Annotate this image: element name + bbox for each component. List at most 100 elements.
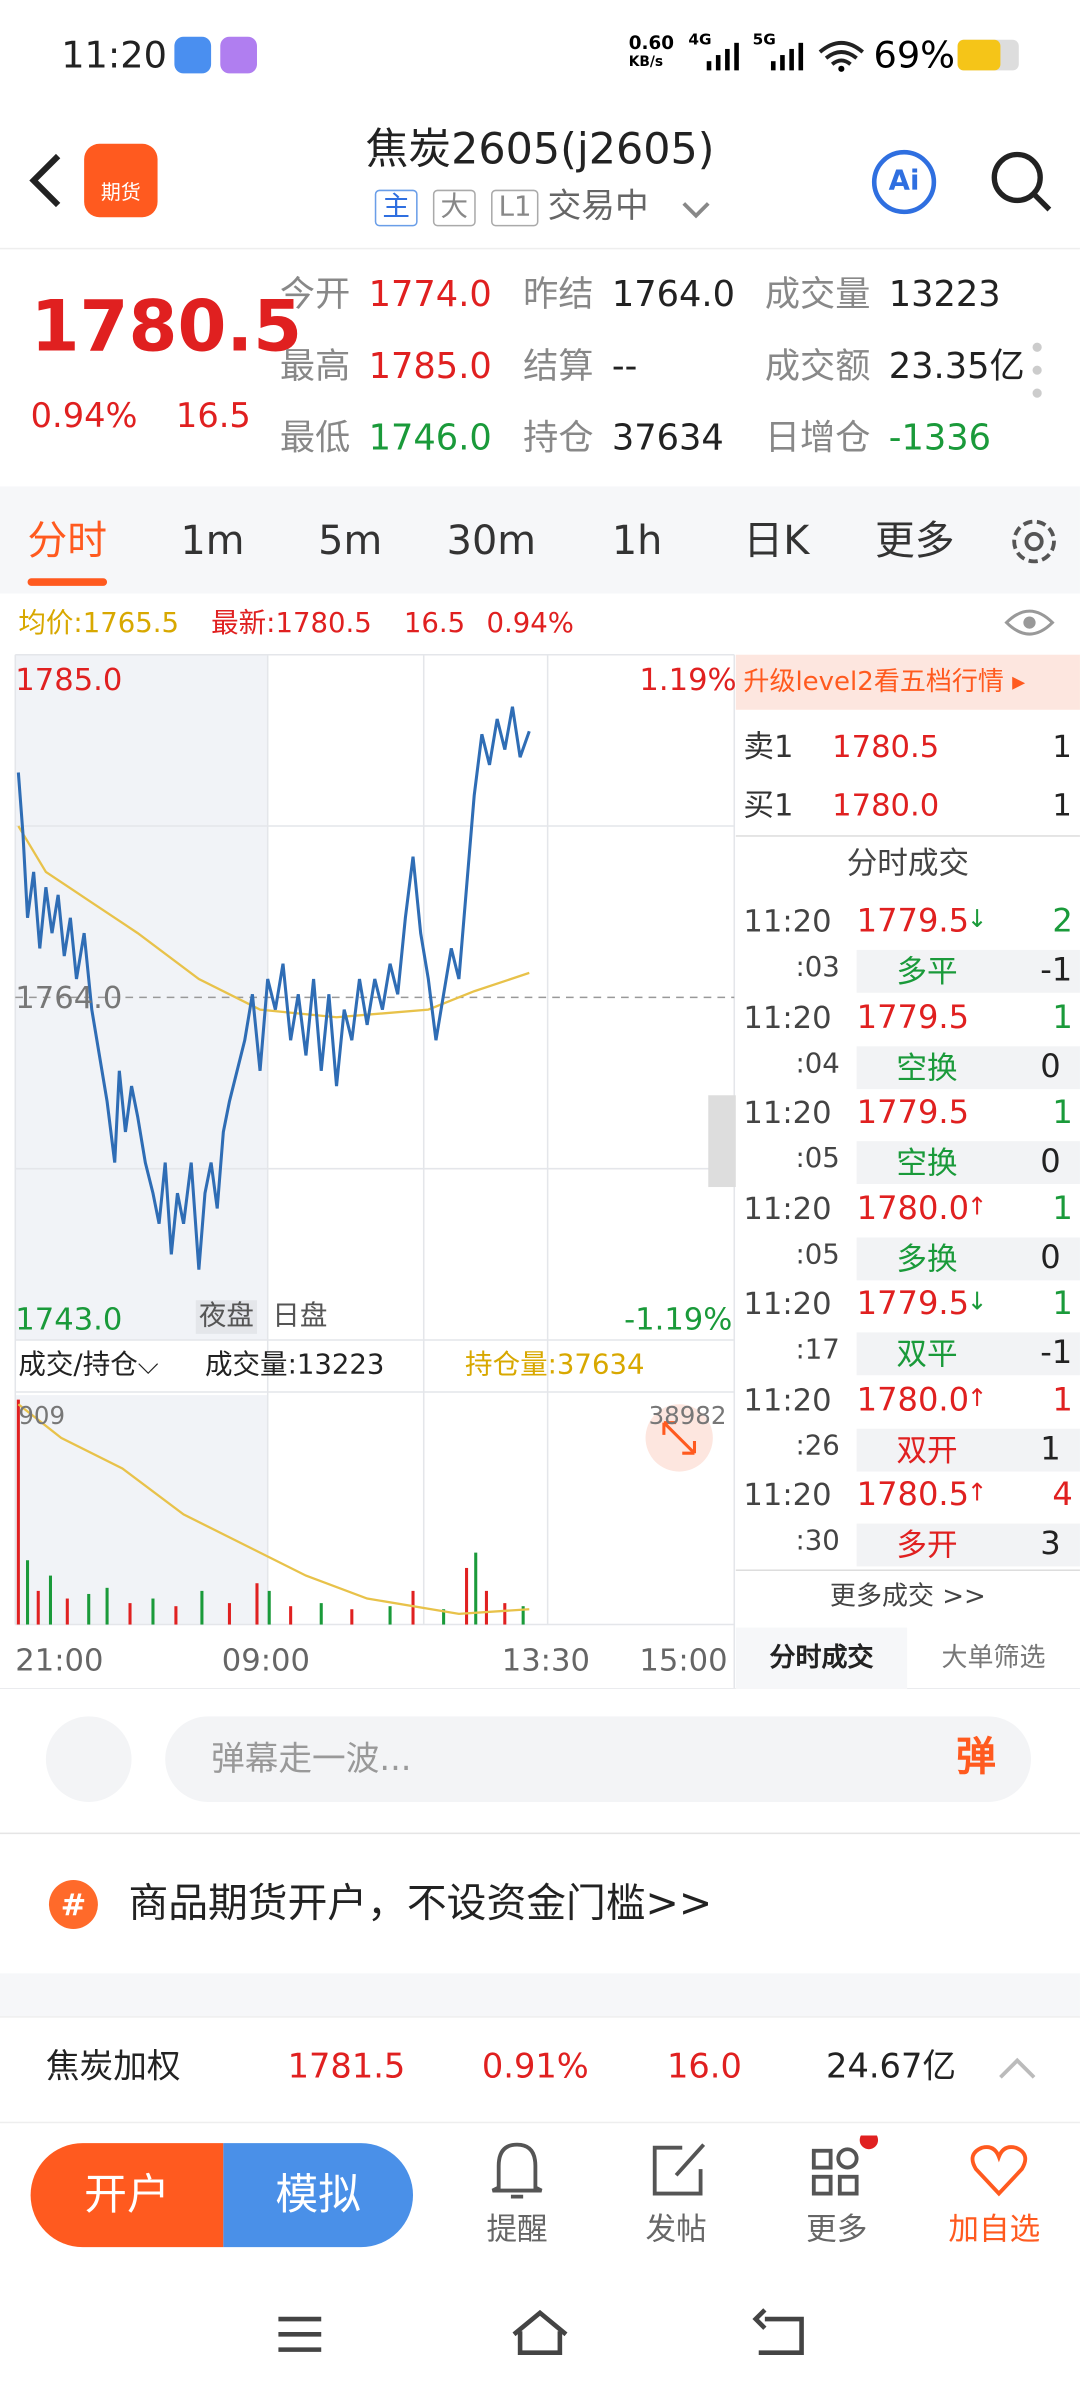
- oi-line: [17, 1403, 530, 1615]
- chart-low-pct: -1.19%: [624, 1300, 733, 1337]
- trade-oi: 1: [1040, 1429, 1061, 1467]
- divider: [0, 247, 1080, 250]
- chart-mid: 1764.0: [15, 979, 123, 1016]
- latest-change: 16.5: [403, 607, 466, 640]
- action-label[interactable]: 更多: [806, 2210, 868, 2248]
- eye-icon[interactable]: [1003, 606, 1055, 640]
- trade-oi: -1: [1040, 1333, 1073, 1371]
- x-label: 15:00: [639, 1641, 728, 1679]
- trade-dir: ↓: [966, 1286, 988, 1316]
- trade-time: 11:20: [743, 1284, 832, 1322]
- trade-type: 空换: [896, 1048, 958, 1086]
- settings-icon[interactable]: [1007, 514, 1062, 569]
- index-bar[interactable]: [0, 2016, 1080, 2124]
- book-qty: 1: [1052, 786, 1072, 823]
- field-value: 1785.0: [368, 347, 492, 388]
- tab[interactable]: 更多: [874, 518, 955, 565]
- more-trades[interactable]: 更多成交 >>: [829, 1581, 986, 1613]
- trade-type-bg: [856, 1141, 1080, 1184]
- divider: [735, 1569, 1080, 1572]
- tab[interactable]: 1m: [180, 518, 245, 565]
- panel-toggle[interactable]: [708, 1095, 736, 1188]
- trade-type-bg: [856, 1332, 1080, 1376]
- ad-text[interactable]: 商品期货开户，不设资金门槛>>: [128, 1881, 713, 1928]
- trade-vol: 1: [1052, 1093, 1073, 1131]
- ad-icon: #: [48, 1880, 98, 1929]
- chart-high: 1785.0: [15, 660, 123, 698]
- trade-price: 1780.5: [856, 1476, 970, 1513]
- tab[interactable]: 30m: [446, 518, 537, 565]
- trade-tab[interactable]: 分时成交: [769, 1642, 874, 1674]
- latest: 最新:1780.5: [211, 607, 372, 640]
- tab[interactable]: 日K: [743, 518, 810, 565]
- oi-max: 38982: [648, 1401, 727, 1431]
- trade-type-bg: [856, 949, 1080, 993]
- index-price: 1781.5: [287, 2048, 406, 2087]
- trade-vol: 1: [1052, 1380, 1073, 1418]
- trade-time: 11:20: [743, 1476, 832, 1513]
- comment-input[interactable]: [165, 1716, 1032, 1802]
- day-label: 日盘: [272, 1300, 328, 1333]
- field-label: 今开: [279, 275, 351, 316]
- field-label: 结算: [523, 347, 594, 388]
- trade-type: 多开: [896, 1526, 958, 1564]
- trade-type: 多换: [896, 1239, 958, 1277]
- action-label[interactable]: 提醒: [486, 2210, 548, 2248]
- latest-pct: 0.94%: [486, 607, 574, 640]
- trade-oi: 0: [1040, 1142, 1061, 1180]
- dropdown-icon: [682, 202, 710, 219]
- battery-text: 69%: [873, 33, 956, 77]
- book-price: 1780.5: [832, 728, 940, 765]
- trade-oi: 0: [1040, 1238, 1061, 1276]
- field-label: 最低: [279, 419, 351, 459]
- sub-select[interactable]: 成交/持仓⌵: [18, 1349, 159, 1382]
- ai-button[interactable]: Ai: [871, 149, 937, 215]
- vol-max: 909: [18, 1401, 66, 1431]
- oi-label: 持仓量:37634: [465, 1349, 645, 1382]
- app-logo: 期货: [84, 143, 158, 218]
- trade-vol: 1: [1052, 1284, 1073, 1322]
- action-label[interactable]: 发帖: [645, 2210, 707, 2248]
- tab[interactable]: 5m: [318, 518, 383, 565]
- trade-sec: :05: [795, 1142, 840, 1175]
- more-dots[interactable]: [1028, 340, 1046, 401]
- simulate[interactable]: 模拟: [223, 2143, 414, 2248]
- trade-time: 11:20: [743, 902, 832, 940]
- trade-dir: ↑: [966, 1382, 988, 1412]
- open-account[interactable]: 开户: [30, 2143, 224, 2248]
- trade-vol: 1: [1052, 1189, 1073, 1227]
- trade-dir: ↑: [966, 1477, 988, 1507]
- tab[interactable]: 分时: [27, 518, 108, 565]
- trades-title: 分时成交: [846, 844, 970, 882]
- trade-sec: :26: [795, 1429, 840, 1462]
- trade-type-bg: [856, 1236, 1080, 1280]
- level2-text: 升级level2看五档行情 ▸: [743, 666, 1026, 698]
- chart-high-pct: 1.19%: [639, 660, 737, 698]
- back-button[interactable]: [24, 150, 67, 211]
- trade-type: 双平: [896, 1335, 958, 1373]
- trade-type: 空换: [896, 1144, 958, 1181]
- field-label: 昨结: [523, 275, 594, 316]
- trade-oi: -1: [1040, 951, 1073, 989]
- net-type: 4G: [688, 32, 712, 49]
- trade-oi: 0: [1040, 1047, 1061, 1084]
- danmaku-toggle[interactable]: [45, 1716, 132, 1802]
- level2-banner[interactable]: [735, 654, 1080, 710]
- search-button[interactable]: [987, 147, 1054, 214]
- change-pct: 0.94%: [30, 397, 138, 436]
- field-value: 23.35亿: [888, 347, 1025, 388]
- field-value: 13223: [888, 275, 1001, 316]
- action-label[interactable]: 加自选: [948, 2210, 1041, 2248]
- trade-vol: 4: [1052, 1476, 1073, 1513]
- tab-bar: [0, 486, 1080, 594]
- tab[interactable]: 1h: [611, 518, 663, 565]
- trade-state[interactable]: 交易中: [547, 188, 649, 227]
- trade-sec: :03: [795, 951, 840, 984]
- trade-sec: :17: [795, 1333, 840, 1367]
- field-value: 37634: [611, 419, 724, 459]
- bigorder-tab[interactable]: 大单筛选: [941, 1642, 1046, 1674]
- nav-bar: [278, 2308, 804, 2355]
- trade-dir: ↓: [966, 904, 988, 934]
- collapse-icon[interactable]: [997, 2056, 1037, 2080]
- danmaku-button[interactable]: 弹: [956, 1734, 996, 1781]
